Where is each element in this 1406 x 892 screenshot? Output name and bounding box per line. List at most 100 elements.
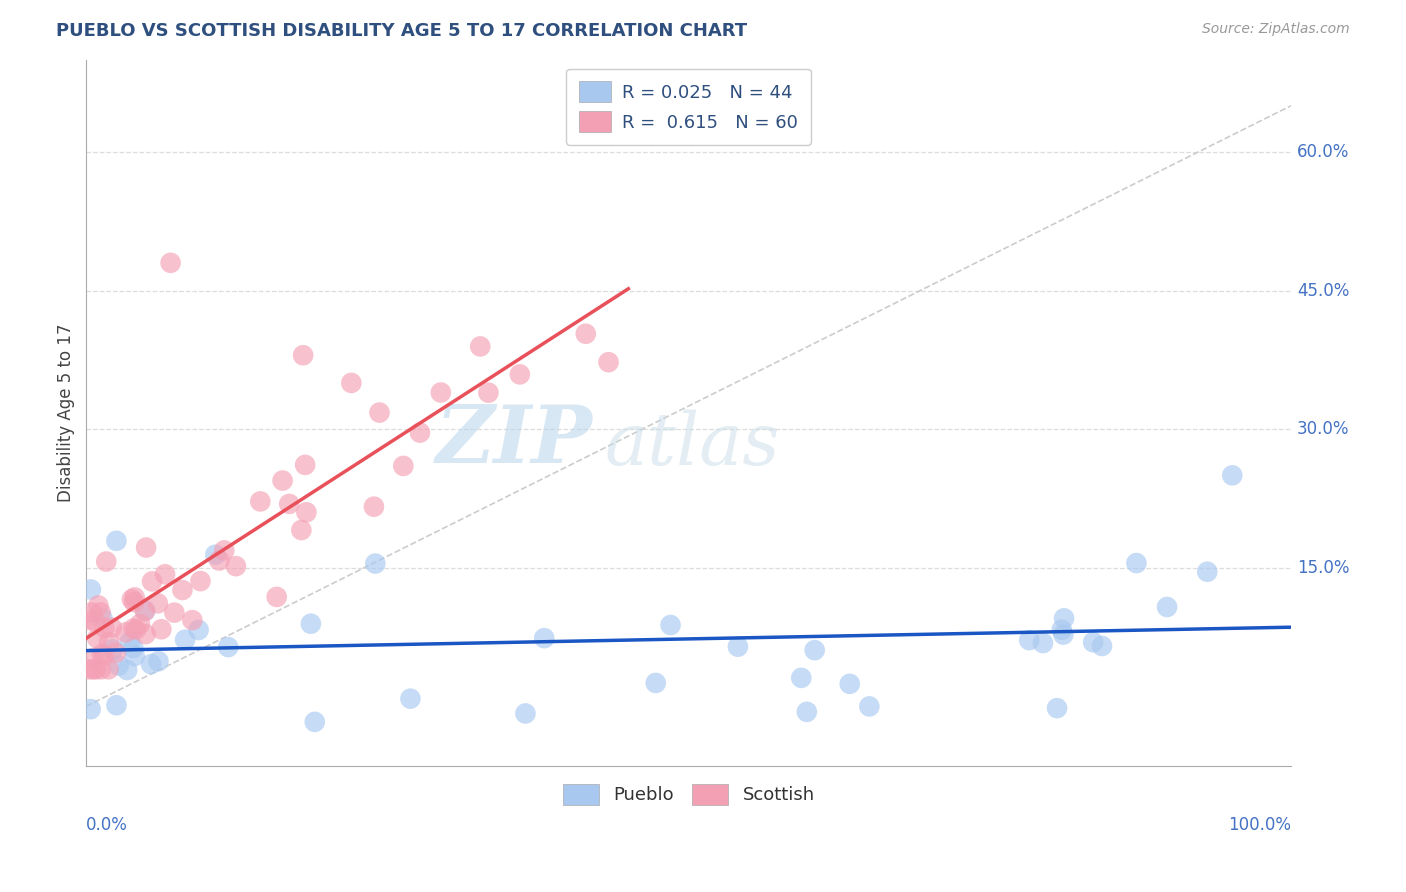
- Point: [148, 654, 170, 668]
- Point: [271, 474, 294, 488]
- Point: [121, 592, 143, 607]
- Text: ZIP: ZIP: [436, 402, 592, 480]
- Point: [1050, 623, 1073, 637]
- Point: [340, 376, 363, 390]
- Point: [124, 591, 146, 605]
- Point: [86, 632, 108, 646]
- Point: [278, 497, 301, 511]
- Point: [172, 582, 194, 597]
- Point: [790, 671, 813, 685]
- Point: [159, 256, 181, 270]
- Point: [1081, 635, 1104, 649]
- Point: [80, 582, 103, 597]
- Point: [101, 642, 124, 657]
- Point: [87, 599, 110, 613]
- Point: [181, 613, 204, 627]
- Point: [1091, 639, 1114, 653]
- Point: [838, 677, 860, 691]
- Text: 30.0%: 30.0%: [1296, 420, 1350, 438]
- Point: [575, 326, 598, 341]
- Text: 0.0%: 0.0%: [86, 816, 128, 834]
- Point: [84, 662, 107, 676]
- Point: [796, 705, 818, 719]
- Point: [135, 627, 157, 641]
- Point: [392, 458, 415, 473]
- Point: [80, 606, 103, 620]
- Point: [105, 698, 128, 713]
- Point: [98, 635, 121, 649]
- Point: [368, 406, 391, 420]
- Point: [90, 605, 112, 619]
- Point: [107, 658, 129, 673]
- Point: [91, 611, 114, 625]
- Point: [139, 657, 162, 672]
- Point: [141, 574, 163, 589]
- Point: [858, 699, 880, 714]
- Point: [1197, 565, 1219, 579]
- Point: [477, 385, 499, 400]
- Point: [82, 651, 104, 665]
- Point: [77, 662, 100, 676]
- Point: [1032, 636, 1054, 650]
- Legend: Pueblo, Scottish: Pueblo, Scottish: [554, 775, 824, 814]
- Point: [292, 348, 315, 362]
- Point: [91, 647, 114, 661]
- Text: 45.0%: 45.0%: [1296, 282, 1350, 300]
- Point: [174, 632, 197, 647]
- Point: [249, 494, 271, 508]
- Point: [1156, 599, 1178, 614]
- Point: [430, 385, 453, 400]
- Point: [90, 662, 112, 676]
- Point: [97, 662, 120, 676]
- Text: 15.0%: 15.0%: [1296, 558, 1350, 577]
- Point: [150, 622, 173, 636]
- Point: [163, 606, 186, 620]
- Point: [659, 618, 682, 632]
- Point: [122, 622, 145, 636]
- Point: [124, 648, 146, 663]
- Point: [115, 663, 138, 677]
- Point: [644, 676, 666, 690]
- Point: [803, 643, 825, 657]
- Point: [135, 541, 157, 555]
- Point: [82, 662, 104, 676]
- Point: [105, 533, 128, 548]
- Text: atlas: atlas: [605, 409, 780, 480]
- Text: 60.0%: 60.0%: [1296, 143, 1350, 161]
- Point: [101, 621, 124, 635]
- Point: [304, 714, 326, 729]
- Point: [1220, 468, 1243, 483]
- Point: [214, 543, 236, 558]
- Point: [509, 368, 531, 382]
- Point: [122, 595, 145, 609]
- Point: [204, 548, 226, 562]
- Point: [294, 458, 316, 472]
- Text: PUEBLO VS SCOTTISH DISABILITY AGE 5 TO 17 CORRELATION CHART: PUEBLO VS SCOTTISH DISABILITY AGE 5 TO 1…: [56, 22, 748, 40]
- Point: [290, 523, 312, 537]
- Point: [153, 567, 176, 582]
- Point: [93, 621, 115, 635]
- Point: [363, 500, 385, 514]
- Point: [1018, 633, 1040, 648]
- Point: [134, 604, 156, 618]
- Point: [598, 355, 620, 369]
- Point: [190, 574, 212, 588]
- Point: [208, 553, 231, 567]
- Point: [125, 623, 148, 637]
- Point: [118, 634, 141, 648]
- Point: [217, 640, 239, 654]
- Point: [96, 555, 118, 569]
- Point: [399, 691, 422, 706]
- Point: [79, 702, 101, 716]
- Text: Source: ZipAtlas.com: Source: ZipAtlas.com: [1202, 22, 1350, 37]
- Point: [1053, 611, 1076, 625]
- Point: [364, 557, 387, 571]
- Point: [299, 616, 322, 631]
- Point: [295, 505, 318, 519]
- Point: [727, 640, 749, 654]
- Point: [114, 625, 136, 640]
- Point: [533, 631, 555, 645]
- Point: [146, 596, 169, 610]
- Point: [122, 640, 145, 655]
- Point: [225, 559, 247, 574]
